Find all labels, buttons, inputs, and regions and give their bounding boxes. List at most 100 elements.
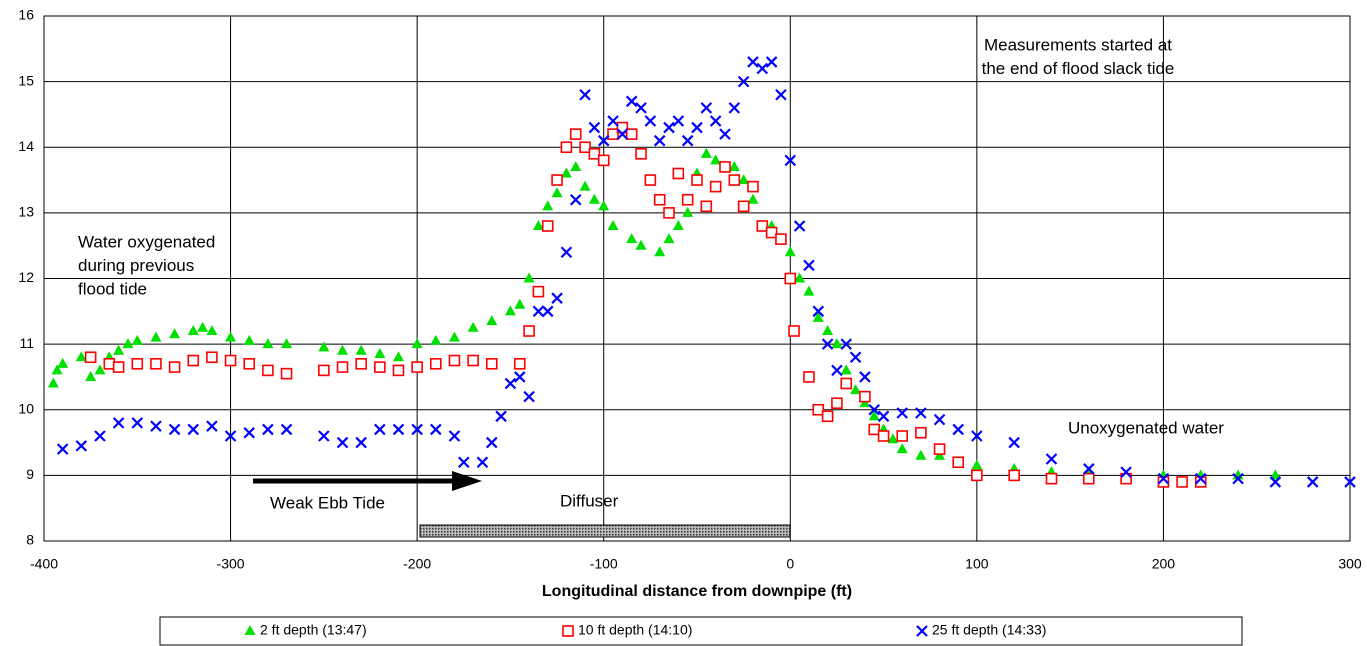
y-tick-label: 15 xyxy=(18,72,34,88)
data-point xyxy=(728,160,740,171)
data-point xyxy=(243,358,256,370)
data-point xyxy=(933,443,946,455)
data-point xyxy=(775,233,787,245)
data-point xyxy=(597,134,610,147)
data-point xyxy=(700,147,712,158)
data-point xyxy=(411,338,423,349)
data-point xyxy=(150,331,162,342)
data-point xyxy=(411,361,423,373)
legend-label: 2 ft depth (13:47) xyxy=(260,622,367,638)
data-point xyxy=(654,246,666,257)
data-point xyxy=(355,436,367,449)
data-point xyxy=(430,423,442,436)
data-point xyxy=(737,200,750,213)
data-point xyxy=(187,423,200,436)
data-point xyxy=(374,347,386,358)
data-point xyxy=(849,351,862,364)
data-point xyxy=(131,417,144,429)
data-point xyxy=(94,364,106,375)
data-point xyxy=(206,325,218,335)
legend-marker xyxy=(916,625,928,637)
x-tick-label: 200 xyxy=(1152,556,1176,572)
data-point xyxy=(784,246,796,257)
data-point xyxy=(1045,453,1058,465)
data-point xyxy=(1083,463,1095,475)
data-point xyxy=(1157,472,1170,485)
data-point xyxy=(1120,466,1132,478)
data-point xyxy=(784,272,797,285)
data-point xyxy=(728,174,741,186)
y-tick-label: 9 xyxy=(26,466,34,482)
data-point xyxy=(355,344,367,355)
data-point xyxy=(225,331,237,342)
data-point xyxy=(504,377,517,390)
data-point xyxy=(625,128,638,140)
data-point xyxy=(448,331,460,342)
data-point xyxy=(150,358,162,370)
data-point xyxy=(281,338,293,349)
data-point xyxy=(672,167,685,180)
data-point xyxy=(616,121,629,134)
data-point xyxy=(607,220,619,230)
annotation: Measurements started at xyxy=(984,35,1172,54)
data-point xyxy=(822,325,834,335)
data-point xyxy=(514,298,526,309)
data-point xyxy=(626,233,638,244)
data-point xyxy=(915,449,927,460)
data-point xyxy=(224,430,237,442)
data-point xyxy=(1176,476,1188,488)
data-point xyxy=(896,407,909,419)
data-point xyxy=(318,430,330,442)
annotation: the end of flood slack tide xyxy=(982,59,1175,78)
data-point xyxy=(859,390,871,403)
data-point xyxy=(411,423,423,436)
data-point xyxy=(747,56,759,68)
data-point xyxy=(1232,472,1244,485)
data-point xyxy=(728,102,741,114)
annotation: Unoxygenated water xyxy=(1068,418,1224,437)
data-point xyxy=(971,459,983,470)
data-point xyxy=(681,193,694,206)
data-point xyxy=(616,128,629,140)
data-point xyxy=(541,220,554,232)
data-point xyxy=(756,220,769,232)
data-point xyxy=(467,354,479,367)
data-point xyxy=(57,357,69,368)
data-point xyxy=(663,121,675,134)
data-point xyxy=(168,423,181,436)
data-point xyxy=(672,220,684,230)
data-point xyxy=(793,220,806,232)
data-point xyxy=(262,338,274,349)
y-tick-label: 11 xyxy=(19,335,34,351)
data-point xyxy=(392,351,404,362)
data-point xyxy=(653,193,666,206)
x-tick-label: 300 xyxy=(1338,556,1362,572)
data-point xyxy=(392,423,405,436)
data-point xyxy=(1269,476,1282,488)
data-point xyxy=(150,420,162,432)
data-point xyxy=(579,180,591,191)
data-point xyxy=(803,259,815,272)
data-point xyxy=(850,384,862,395)
y-tick-label: 16 xyxy=(18,7,34,23)
data-point xyxy=(821,338,834,350)
data-point xyxy=(495,410,507,423)
data-point xyxy=(803,371,815,383)
data-point xyxy=(710,154,722,165)
data-point xyxy=(896,430,909,442)
data-point xyxy=(747,193,759,204)
data-point xyxy=(933,413,946,426)
data-point xyxy=(952,456,965,469)
data-point xyxy=(691,121,703,134)
data-point xyxy=(560,141,573,154)
x-tick-label: -300 xyxy=(217,556,245,572)
data-point xyxy=(719,161,731,173)
data-point xyxy=(430,334,442,345)
data-point xyxy=(187,325,199,335)
data-point xyxy=(532,220,544,230)
data-point xyxy=(1194,472,1207,485)
data-point xyxy=(485,436,498,449)
data-point xyxy=(122,338,134,349)
data-point xyxy=(635,148,647,160)
